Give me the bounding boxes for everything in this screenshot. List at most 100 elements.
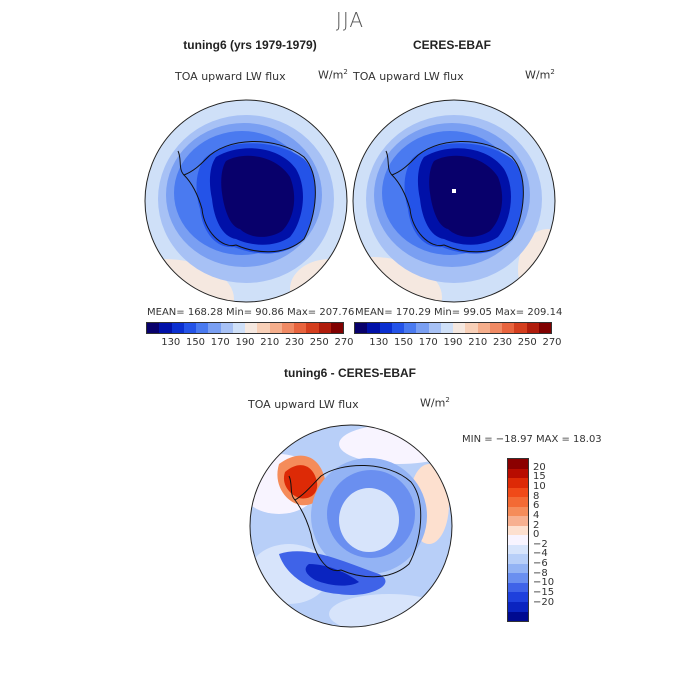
- colorbar-tick-label: 270: [542, 337, 562, 348]
- colorbar-tick-label: 20: [533, 461, 546, 473]
- panel3-colorbar-ticks: 20 15 10 8 6 4 2 0 −2 −4 −6 −8 −10 −15 −20: [533, 458, 573, 622]
- panel3-title: tuning6 - CERES-EBAF: [284, 366, 416, 380]
- colorbar-tick-label: −20: [533, 596, 555, 608]
- panel1-variable-label: TOA upward LW flux: [175, 70, 286, 83]
- colorbar-segment: [508, 487, 528, 498]
- panel1-colorbar: [146, 322, 344, 334]
- colorbar-segment: [391, 323, 404, 333]
- colorbar-segment: [281, 323, 294, 333]
- colorbar-segment: [508, 478, 528, 488]
- colorbar-segment: [318, 323, 331, 333]
- panel3-units: W/m2: [420, 396, 450, 410]
- colorbar-tick-label: 270: [334, 337, 354, 348]
- colorbar-tick-label: 170: [210, 337, 230, 348]
- colorbar-tick-label: 2: [533, 519, 540, 531]
- panel2-missing-pole: [452, 189, 456, 193]
- colorbar-tick-label: −10: [533, 577, 555, 589]
- colorbar-segment: [508, 582, 528, 593]
- panel2-colorbar-ticks: 130 150 170 190 210 230 250 270: [354, 337, 561, 349]
- colorbar-segment: [196, 323, 209, 333]
- panel2-continent-core: [429, 155, 503, 237]
- colorbar-tick-label: 250: [517, 337, 537, 348]
- colorbar-segment: [220, 323, 233, 333]
- colorbar-segment: [508, 573, 528, 583]
- colorbar-segment: [465, 323, 478, 333]
- colorbar-segment: [171, 323, 184, 333]
- panel1-continent-core: [221, 155, 295, 237]
- panel3-colorbar: [507, 458, 529, 622]
- colorbar-segment: [489, 323, 502, 333]
- colorbar-segment: [379, 323, 392, 333]
- panel1-units: W/m2: [318, 68, 348, 82]
- panel2-colorbar: [354, 322, 552, 334]
- colorbar-tick-label: 130: [161, 337, 181, 348]
- colorbar-segment: [508, 535, 528, 545]
- panel2-variable-label: TOA upward LW flux: [353, 70, 464, 83]
- colorbar-segment: [526, 323, 539, 333]
- colorbar-segment: [245, 323, 258, 333]
- colorbar-tick-label: 15: [533, 471, 546, 483]
- panel1-polar-map: [144, 99, 348, 303]
- colorbar-tick-label: 210: [468, 337, 488, 348]
- colorbar-tick-label: −2: [533, 538, 548, 550]
- colorbar-tick-label: 210: [260, 337, 280, 348]
- panel2-title: CERES-EBAF: [412, 38, 491, 52]
- panel3-variable-label: TOA upward LW flux: [248, 398, 359, 411]
- colorbar-segment: [508, 592, 528, 602]
- colorbar-segment: [508, 506, 528, 517]
- colorbar-segment: [538, 323, 551, 333]
- colorbar-segment: [508, 554, 528, 564]
- panel3-coastline: [294, 464, 422, 578]
- colorbar-tick-label: 6: [533, 500, 540, 512]
- panel2-peninsula-coastline: [385, 150, 393, 176]
- colorbar-tick-label: 250: [309, 337, 329, 348]
- panel3-stats: MIN = −18.97 MAX = 18.03: [462, 434, 602, 445]
- colorbar-segment: [355, 323, 368, 333]
- colorbar-segment: [428, 323, 441, 333]
- colorbar-segment: [208, 323, 221, 333]
- panel1-stats: MEAN= 168.28 Min= 90.86 Max= 207.76: [147, 307, 355, 318]
- panel1-title: tuning6 (yrs 1979-1979): [183, 38, 317, 52]
- colorbar-segment: [508, 544, 528, 555]
- colorbar-tick-label: −6: [533, 558, 548, 570]
- colorbar-segment: [508, 525, 528, 536]
- colorbar-segment: [159, 323, 172, 333]
- panel3-map-border: [249, 424, 453, 628]
- colorbar-tick-label: 4: [533, 509, 540, 521]
- colorbar-segment: [477, 323, 490, 333]
- colorbar-tick-label: 10: [533, 480, 546, 492]
- colorbar-tick-label: 230: [284, 337, 305, 348]
- colorbar-tick-label: −8: [533, 567, 548, 579]
- colorbar-segment: [508, 601, 528, 612]
- colorbar-tick-label: 170: [418, 337, 438, 348]
- panel3-polar-map: [249, 424, 453, 628]
- colorbar-tick-label: 190: [235, 337, 255, 348]
- panel3-near-zero-core: [339, 488, 399, 552]
- colorbar-tick-label: 230: [492, 337, 513, 348]
- panel2-units: W/m2: [525, 68, 555, 82]
- colorbar-segment: [514, 323, 527, 333]
- colorbar-segment: [508, 459, 528, 469]
- colorbar-segment: [257, 323, 270, 333]
- panel1-coastline: [183, 141, 316, 253]
- panel3-peninsula-coastline: [288, 475, 296, 501]
- colorbar-segment: [367, 323, 380, 333]
- colorbar-tick-label: 150: [185, 337, 206, 348]
- colorbar-tick-label: 130: [369, 337, 389, 348]
- colorbar-segment: [440, 323, 453, 333]
- colorbar-segment: [232, 323, 245, 333]
- panel2-stats: MEAN= 170.29 Min= 99.05 Max= 209.14: [355, 307, 563, 318]
- figure-title: JJA: [335, 8, 365, 32]
- colorbar-segment: [183, 323, 196, 333]
- panel3-negative-band-core: [305, 564, 359, 586]
- colorbar-segment: [508, 563, 528, 574]
- panel2-polar-map: [352, 99, 556, 303]
- colorbar-tick-label: 8: [533, 490, 540, 502]
- panel1-map-border: [144, 99, 348, 303]
- colorbar-segment: [269, 323, 282, 333]
- colorbar-segment: [508, 516, 528, 526]
- colorbar-segment: [404, 323, 417, 333]
- colorbar-segment: [508, 611, 528, 622]
- colorbar-segment: [502, 323, 515, 333]
- panel1-peninsula-coastline: [177, 150, 185, 176]
